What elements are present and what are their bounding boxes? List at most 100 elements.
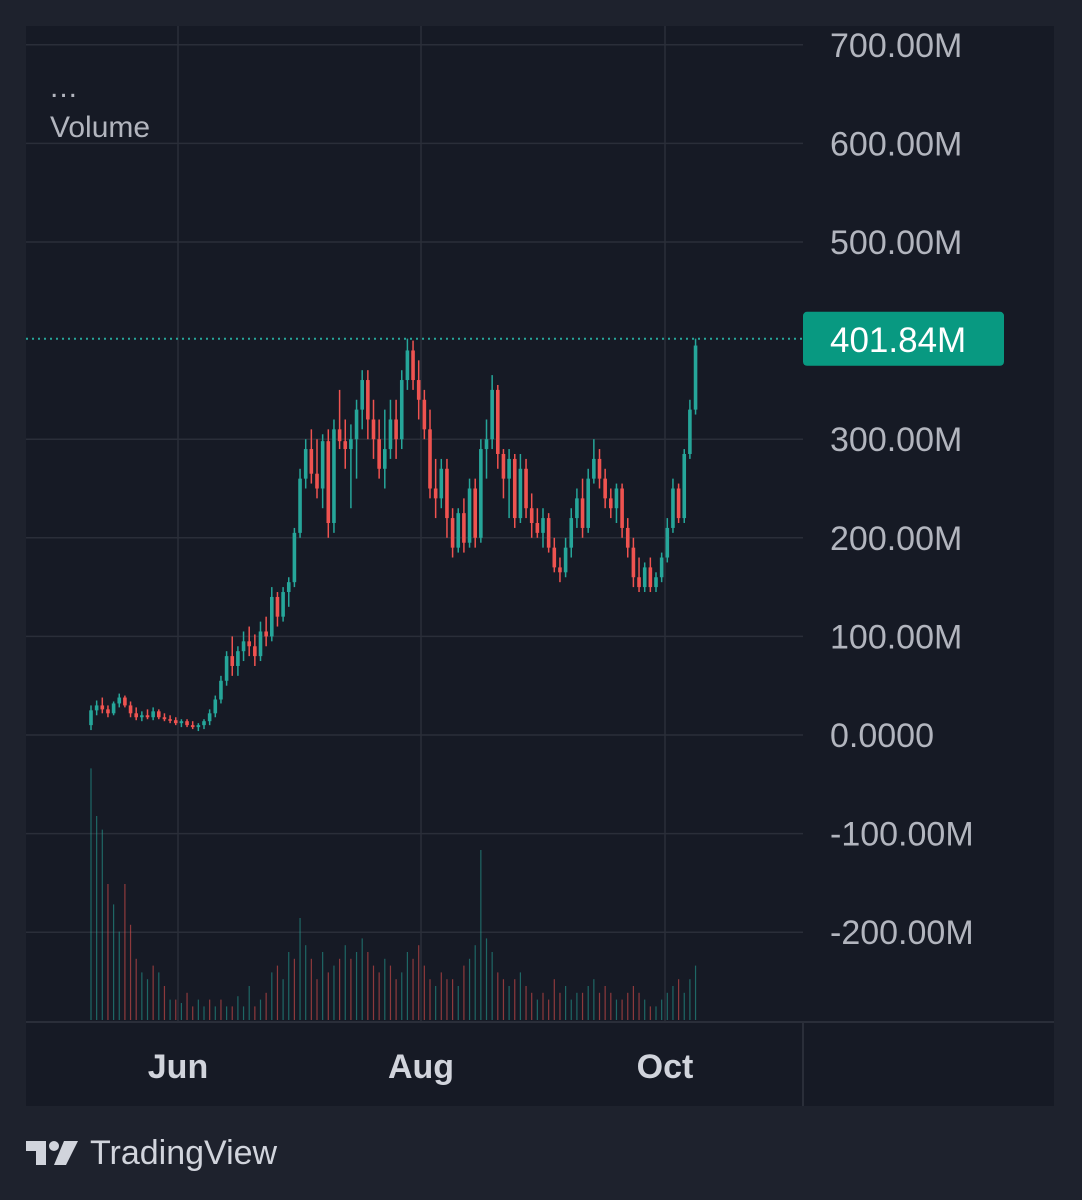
candle-body: [490, 389, 494, 440]
candle-body: [467, 488, 472, 543]
candle-body: [377, 439, 381, 469]
candle-body: [411, 350, 415, 381]
candle-body: [196, 725, 201, 728]
chart-pane-background: [26, 26, 1054, 1106]
candle-body: [625, 527, 630, 548]
price-tick-label: 700.00M: [830, 27, 962, 65]
candle-body: [343, 441, 348, 450]
candle-body: [270, 596, 274, 637]
candle-body: [151, 711, 155, 718]
candle-body: [230, 656, 235, 666]
candle-body: [501, 453, 506, 479]
candle-body: [185, 721, 189, 726]
candle-body: [94, 705, 99, 711]
price-tick-label: 300.00M: [830, 421, 962, 459]
candle-body: [224, 656, 229, 681]
candle-body: [134, 713, 138, 718]
candle-body: [541, 518, 545, 533]
candle-body: [659, 557, 664, 578]
candle-body: [366, 380, 370, 420]
price-tick-label: 600.00M: [830, 125, 962, 163]
candle-body: [326, 441, 331, 524]
candle-body: [433, 488, 438, 499]
grid-lines: [26, 26, 803, 1022]
candle-body: [507, 458, 511, 479]
candle-body: [286, 582, 291, 593]
tradingview-branding[interactable]: TradingView: [26, 1128, 277, 1178]
candle-body: [383, 449, 387, 469]
candle-body: [614, 488, 619, 509]
candle-body: [349, 439, 353, 450]
candle-body: [258, 631, 263, 657]
candle-body: [123, 697, 127, 706]
candle-body: [140, 715, 144, 718]
candle-body: [552, 547, 557, 568]
candle-body: [603, 478, 607, 499]
candle-body: [303, 449, 308, 479]
candle-body: [586, 478, 590, 528]
candle-body: [241, 641, 246, 652]
candle-body: [416, 380, 421, 400]
candle-body: [207, 713, 212, 722]
candle-body: [422, 399, 427, 430]
tradingview-logo-icon: [26, 1141, 78, 1165]
time-tick-label: Jun: [148, 1048, 208, 1086]
candle-body: [394, 419, 398, 440]
candle-body: [535, 523, 540, 533]
candle-body: [620, 488, 624, 528]
time-tick-label: Aug: [388, 1048, 454, 1086]
candle-body: [496, 389, 500, 454]
candle-body: [173, 720, 178, 724]
price-tick-label: -200.00M: [830, 914, 974, 952]
candle-body: [168, 719, 172, 721]
time-axis[interactable]: Jun Aug Oct: [148, 1048, 694, 1086]
candle-body: [354, 409, 359, 440]
candle-body: [445, 468, 449, 519]
candle-body: [693, 345, 698, 410]
candle-body: [315, 473, 319, 489]
candle-body: [202, 721, 206, 726]
indicator-legend: ... Volume: [50, 68, 150, 148]
candle-body: [648, 567, 653, 588]
candle-body: [111, 703, 116, 714]
candle-body: [145, 715, 150, 718]
candle-body: [247, 641, 251, 647]
candle-body: [529, 508, 534, 524]
candle-body: [298, 478, 302, 533]
last-price-label: 401.84M: [830, 321, 966, 360]
candle-body: [332, 429, 336, 524]
candle-body: [450, 518, 455, 548]
candle-body: [546, 518, 551, 548]
time-tick-label: Oct: [637, 1048, 694, 1086]
candle-body: [631, 547, 636, 578]
candle-body: [275, 596, 280, 617]
price-axis[interactable]: 700.00M 600.00M 500.00M 300.00M 200.00M 100.0…: [803, 27, 1004, 952]
candle-body: [609, 498, 613, 509]
candle-body: [580, 498, 585, 528]
candle-body: [236, 651, 240, 666]
candle-body: [637, 577, 641, 588]
candle-body: [179, 721, 184, 724]
candle-body: [654, 577, 658, 588]
candle-body: [671, 488, 675, 528]
candle-body: [456, 513, 461, 548]
price-tick-label: 200.00M: [830, 520, 962, 558]
tradingview-logo-text: TradingView: [90, 1133, 278, 1172]
candle-body: [524, 468, 528, 509]
candle-body: [292, 532, 297, 583]
candle-body: [360, 380, 364, 410]
candle-body: [569, 518, 574, 548]
candle-body: [428, 429, 432, 489]
candle-body: [371, 419, 376, 440]
candle-body: [642, 567, 647, 588]
candle-body: [512, 458, 517, 519]
legend-more-button[interactable]: ...: [50, 71, 79, 104]
candle-body: [439, 468, 444, 499]
price-tick-label: -100.00M: [830, 816, 974, 854]
price-tick-label: 100.00M: [830, 618, 962, 656]
candle-body: [162, 717, 167, 720]
candle-body: [213, 699, 218, 714]
candle-body: [518, 468, 523, 519]
